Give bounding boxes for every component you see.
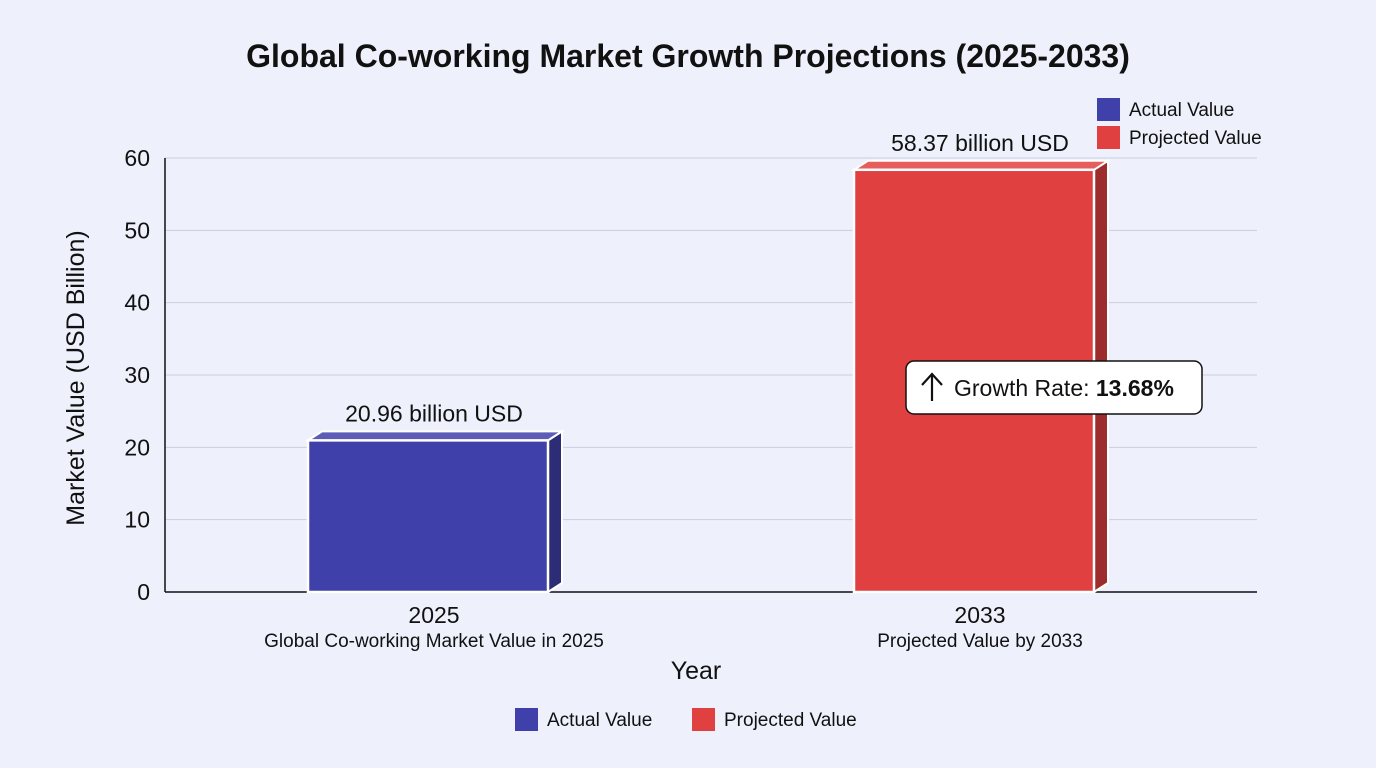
- bar-2025: 20.96 billion USD: [304, 400, 566, 594]
- legend-swatch: [515, 708, 538, 731]
- chart-title: Global Co-working Market Growth Projecti…: [246, 38, 1130, 74]
- bar-side-face: [547, 429, 563, 594]
- bars: 20.96 billion USD 58.37 billion USD: [304, 130, 1112, 594]
- y-tick-label: 20: [124, 434, 150, 460]
- y-tick-label: 10: [124, 507, 150, 533]
- legend-swatch: [1097, 98, 1120, 121]
- y-axis-label: Market Value (USD Billion): [62, 230, 90, 525]
- legend-top: Actual Value Projected Value: [1097, 98, 1262, 149]
- legend-label: Actual Value: [1129, 100, 1234, 121]
- legend-swatch: [1097, 126, 1120, 149]
- x-axis-label: Year: [671, 657, 722, 685]
- growth-rate-label: Growth Rate:: [954, 375, 1096, 401]
- y-tick-label: 40: [124, 290, 150, 316]
- y-tick-label: 50: [124, 217, 150, 243]
- x-tick-label: 2025: [408, 602, 459, 628]
- legend-bottom: Actual Value Projected Value: [515, 708, 857, 731]
- bar-top-face: [304, 430, 566, 442]
- data-label: 20.96 billion USD: [345, 400, 523, 426]
- growth-rate-value: 13.68%: [1096, 375, 1174, 401]
- x-tick-label: 2033: [954, 602, 1005, 628]
- y-tick-label: 60: [124, 145, 150, 171]
- callout-box: [905, 360, 1203, 415]
- x-tick-sublabel: Projected Value by 2033: [877, 631, 1083, 652]
- x-tick-sublabel: Global Co-working Market Value in 2025: [264, 631, 604, 652]
- legend-item: Projected Value: [692, 708, 857, 731]
- legend-label: Actual Value: [547, 710, 652, 731]
- legend-label: Projected Value: [724, 710, 857, 731]
- bar-front-face: [306, 439, 550, 594]
- y-axis-ticks: 0 10 20 30 40 50 60: [124, 145, 150, 605]
- legend-item: Actual Value: [515, 708, 652, 731]
- arrow-up-icon: [921, 372, 943, 401]
- y-tick-label: 30: [124, 362, 150, 388]
- data-label: 58.37 billion USD: [891, 130, 1069, 156]
- legend-swatch: [692, 708, 715, 731]
- x-axis-ticks: 2025 Global Co-working Market Value in 20…: [264, 602, 1083, 652]
- legend-label: Projected Value: [1129, 128, 1262, 149]
- legend-item: Projected Value: [1097, 126, 1262, 149]
- legend-item: Actual Value: [1097, 98, 1234, 121]
- svg-text:Growth Rate: 13.68%: Growth Rate: 13.68%: [954, 375, 1174, 401]
- growth-rate-callout: Growth Rate: 13.68%: [905, 360, 1203, 415]
- y-tick-label: 0: [137, 579, 150, 605]
- bar-top-face: [850, 159, 1112, 171]
